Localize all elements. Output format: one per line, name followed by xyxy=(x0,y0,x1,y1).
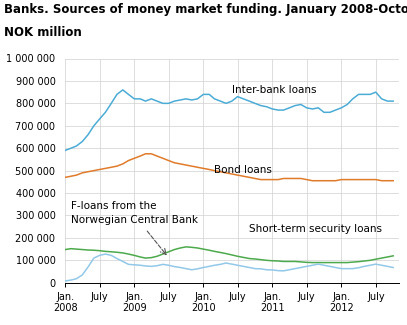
Text: NOK million: NOK million xyxy=(4,26,82,39)
Text: Short-term security loans: Short-term security loans xyxy=(249,224,382,234)
Text: Inter-bank loans: Inter-bank loans xyxy=(232,85,316,95)
Text: F-loans from the
Norwegian Central Bank: F-loans from the Norwegian Central Bank xyxy=(71,202,198,225)
Text: Bond loans: Bond loans xyxy=(214,165,272,175)
Text: Banks. Sources of money market funding. January 2008-October 2012.: Banks. Sources of money market funding. … xyxy=(4,3,407,16)
